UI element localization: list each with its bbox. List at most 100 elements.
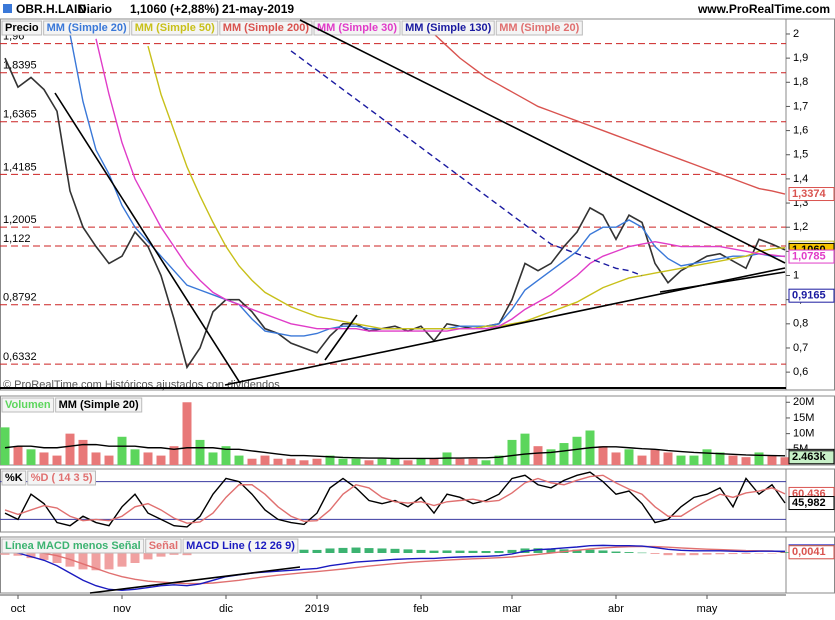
bar — [208, 452, 218, 465]
bar — [143, 553, 153, 560]
bar — [533, 548, 543, 553]
legend-label: %K — [5, 472, 23, 484]
bar — [611, 551, 621, 553]
bar — [715, 553, 725, 555]
last-value-label: 1,3374 — [792, 188, 827, 200]
y-tick-label: 20M — [793, 396, 814, 408]
bar — [299, 549, 309, 553]
bar — [26, 449, 36, 465]
bar — [169, 553, 179, 555]
bar — [299, 460, 309, 465]
legend-label: MM (Simple 50) — [135, 22, 215, 34]
legend-box — [1, 470, 27, 486]
trend-line — [89, 566, 301, 594]
bar — [507, 549, 517, 553]
bar — [780, 552, 790, 553]
bar — [650, 553, 660, 554]
bar — [117, 436, 127, 465]
y-tick-label: 0,8 — [793, 318, 808, 330]
symbol: OBR.H.LAIN — [16, 2, 86, 16]
level-label: 0,6332 — [3, 351, 37, 363]
series-line — [4, 471, 786, 528]
bar — [468, 550, 478, 553]
bar — [78, 553, 88, 570]
legend-box — [55, 397, 143, 413]
bar — [39, 553, 49, 560]
level-label: 1,2005 — [3, 214, 37, 226]
bar — [0, 427, 10, 465]
level-label: 1,4185 — [3, 161, 37, 173]
bar — [728, 455, 738, 465]
x-tick-label: feb — [413, 603, 428, 615]
y-tick-label: 0,7 — [793, 342, 808, 354]
bar — [39, 452, 49, 465]
bar — [364, 460, 374, 465]
bar — [676, 553, 686, 556]
level-label: 1,122 — [3, 233, 31, 245]
bar — [650, 449, 660, 465]
legend-label: MACD Line ( 12 26 9) — [186, 540, 295, 552]
bar — [195, 439, 205, 465]
legend-label: MM (Simple 30) — [317, 22, 397, 34]
bar — [559, 443, 569, 465]
bar — [494, 455, 504, 465]
legend-label: MM (Simple 200) — [223, 22, 310, 34]
y-tick-label: 2 — [793, 28, 799, 40]
bar — [702, 553, 712, 555]
last-value-label: 1,0785 — [792, 250, 826, 262]
bar — [546, 549, 556, 553]
bar — [390, 548, 400, 553]
bar — [780, 457, 790, 465]
trend-line — [324, 314, 358, 361]
bar — [104, 553, 114, 570]
y-tick-label: 1,4 — [793, 173, 808, 185]
legend-box — [495, 20, 583, 36]
bar — [442, 550, 452, 553]
series-line — [290, 50, 643, 277]
bar — [286, 458, 296, 465]
bar — [676, 455, 686, 465]
bar — [754, 553, 764, 554]
bar — [702, 449, 712, 465]
bar — [689, 553, 699, 556]
x-tick-label: 2019 — [305, 603, 329, 615]
legend-box — [1, 397, 55, 413]
x-tick-label: oct — [11, 603, 26, 615]
bar — [91, 553, 101, 571]
bar — [598, 550, 608, 553]
y-tick-label: 1,2 — [793, 221, 808, 233]
bar — [52, 455, 62, 465]
level-label: 1,6365 — [3, 109, 37, 121]
x-tick-label: mar — [503, 603, 522, 615]
date: 21-may-2019 — [222, 2, 294, 16]
bar — [572, 549, 582, 553]
legend-label: Precio — [5, 22, 39, 34]
series-line — [4, 57, 786, 370]
bar — [767, 553, 777, 554]
x-tick-label: abr — [608, 603, 624, 615]
bar — [377, 548, 387, 553]
bar — [260, 455, 270, 465]
series-line — [4, 443, 786, 460]
bar — [182, 402, 192, 465]
series-line — [4, 474, 786, 524]
last-value-box — [788, 450, 835, 465]
bar — [312, 458, 322, 465]
x-tick-label: dic — [219, 603, 234, 615]
bar — [390, 458, 400, 465]
period: Diario — [78, 2, 112, 16]
bar — [572, 436, 582, 465]
last-value-box — [788, 496, 835, 511]
legend-box — [43, 20, 131, 36]
level-label: 1,8395 — [3, 60, 37, 72]
y-tick-label: 1,9 — [793, 52, 808, 64]
last-value-label: 0,9165 — [792, 290, 826, 302]
bar — [234, 455, 244, 465]
bar — [429, 458, 439, 465]
series-line — [433, 33, 786, 195]
legend-box — [1, 20, 43, 36]
bar — [728, 553, 738, 555]
bar — [117, 553, 127, 567]
